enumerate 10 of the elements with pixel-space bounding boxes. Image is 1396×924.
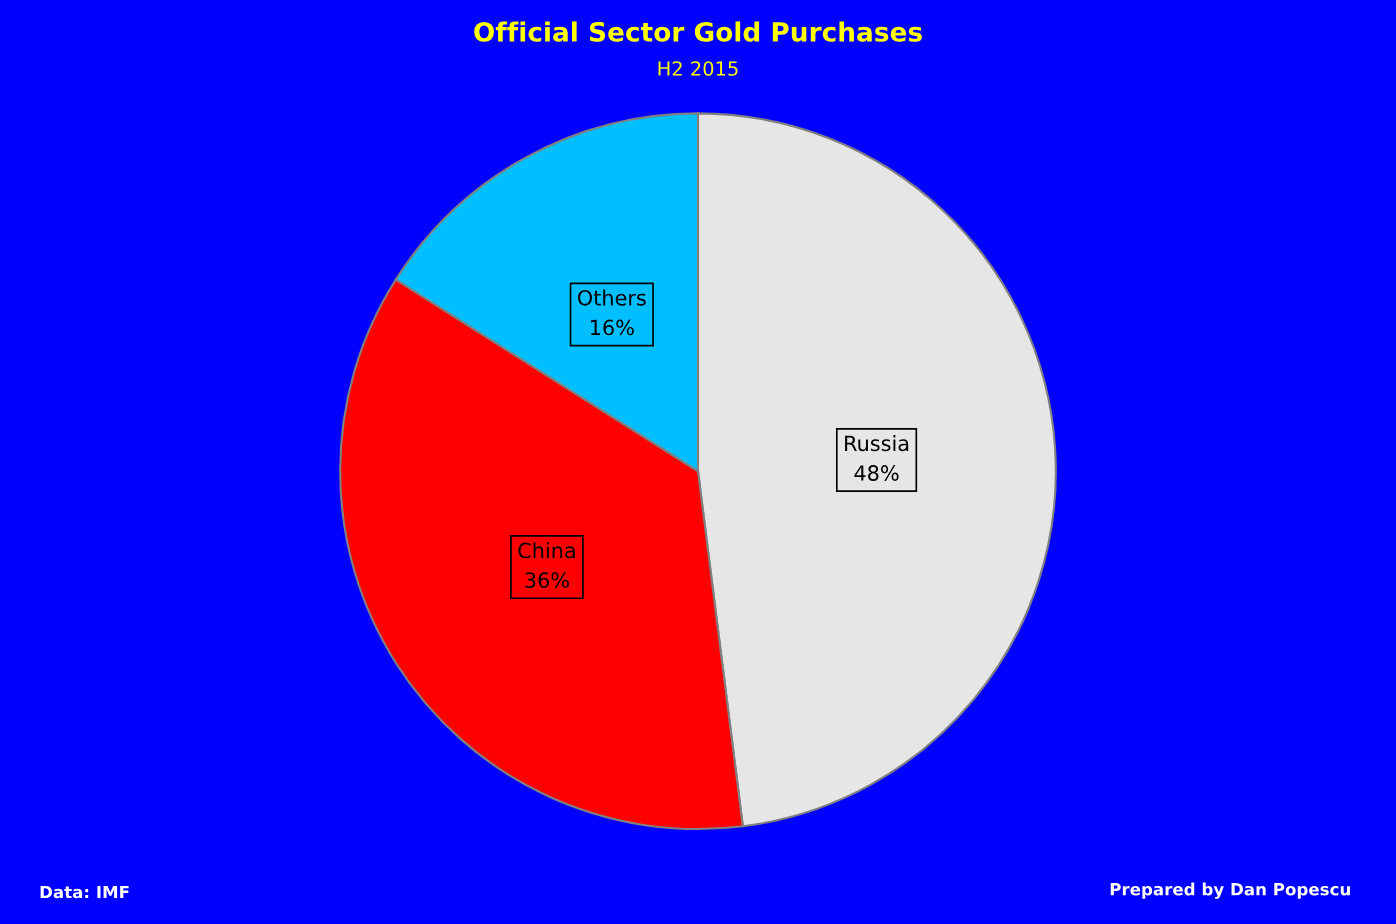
slice-label: China	[518, 542, 575, 559]
chart-subtitle: H2 2015	[658, 61, 738, 76]
data-label: 36%	[525, 572, 569, 588]
data-label: 16%	[590, 319, 634, 336]
chart-title: Official Sector Gold Purchases	[474, 21, 922, 42]
text: Prepared by Dan Popescu	[1110, 882, 1350, 899]
slice-label: Russia	[845, 435, 909, 452]
text: Data: IMF	[40, 885, 129, 899]
data-label: 48%	[854, 465, 899, 481]
slice-label: Others	[577, 289, 646, 306]
